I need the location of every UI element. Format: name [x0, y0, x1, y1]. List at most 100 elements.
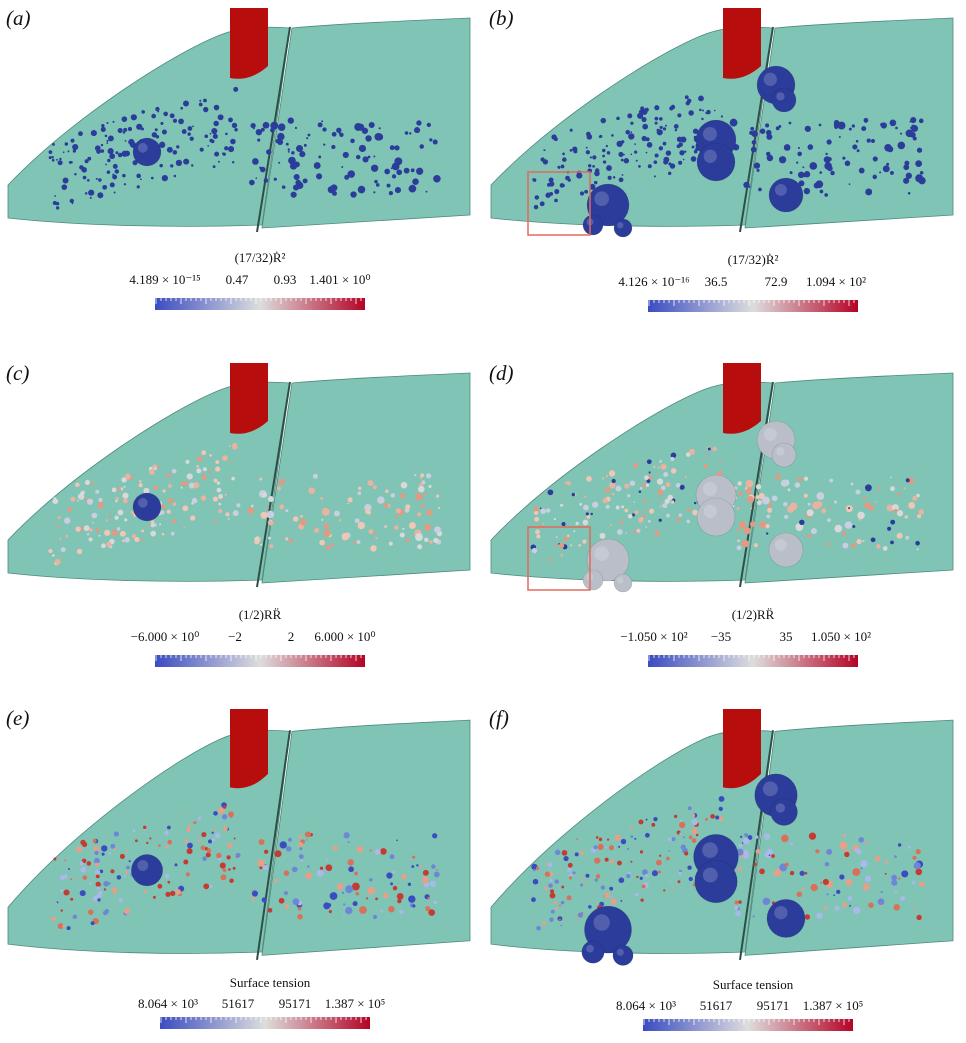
bubble — [318, 155, 322, 159]
bubble — [233, 837, 236, 840]
bubble — [234, 128, 238, 132]
bubble — [611, 478, 616, 484]
bubble — [59, 857, 61, 860]
bubble — [659, 460, 663, 463]
bubble — [555, 906, 559, 910]
bubble — [579, 850, 585, 855]
bubble — [319, 866, 324, 870]
bubble — [132, 160, 138, 166]
bubble — [549, 872, 554, 877]
bubble — [297, 906, 302, 911]
bubble — [217, 807, 225, 815]
bubble — [860, 867, 863, 870]
bubble — [412, 904, 416, 908]
bubble — [759, 128, 766, 134]
bubble — [354, 123, 363, 131]
bubble — [678, 142, 683, 147]
bubble — [653, 465, 656, 469]
bubble — [325, 544, 331, 550]
bubble — [634, 837, 637, 840]
bubble — [260, 511, 268, 519]
bubble — [798, 180, 805, 187]
bubble — [106, 170, 111, 174]
bubble-highlight — [617, 577, 624, 584]
bubble — [609, 859, 614, 864]
bubble — [257, 138, 261, 142]
colorbar-tick: 4.126 × 10⁻¹⁶ — [618, 274, 690, 289]
bubble — [79, 497, 82, 500]
bubble — [227, 518, 230, 520]
bubble — [645, 510, 648, 513]
bubble — [435, 494, 440, 498]
colorbar-gradient — [648, 300, 858, 312]
bubble — [109, 153, 116, 160]
bubble — [850, 543, 856, 549]
bubble — [181, 129, 187, 135]
bubble — [635, 892, 639, 897]
bubble — [738, 843, 743, 848]
bubble — [72, 143, 79, 151]
bubble — [897, 492, 901, 496]
bubble — [789, 502, 798, 511]
bubble — [392, 500, 395, 503]
bubble — [862, 883, 870, 891]
bubble — [255, 177, 258, 180]
bubble — [283, 890, 289, 896]
bubble — [139, 178, 142, 181]
bubble — [797, 146, 800, 149]
bubble — [803, 476, 809, 481]
colorbar-tick: −2 — [228, 629, 242, 644]
bubble — [618, 845, 621, 848]
bubble — [877, 898, 885, 906]
bubble — [269, 544, 274, 549]
bubble — [679, 821, 686, 829]
bubble — [633, 462, 639, 469]
bubble — [216, 487, 222, 493]
colorbar-tick: 8.064 × 10³ — [616, 998, 676, 1013]
bubble — [687, 865, 692, 870]
bubble — [758, 492, 765, 499]
bubble — [184, 838, 189, 843]
bubble — [215, 460, 220, 464]
bubble — [904, 515, 908, 519]
bubble — [164, 873, 170, 879]
bubble — [585, 150, 590, 155]
bubble — [707, 447, 711, 451]
bubble — [679, 150, 685, 156]
bubble — [186, 814, 189, 817]
bubble — [842, 531, 847, 536]
bubble — [100, 149, 105, 153]
bubble — [619, 520, 624, 525]
bubble-highlight — [703, 127, 717, 141]
bubble — [294, 126, 298, 130]
bubble — [850, 482, 854, 486]
bubble — [90, 921, 95, 926]
bubble — [150, 176, 154, 180]
bubble — [766, 848, 774, 856]
bubble — [143, 890, 147, 894]
bubble — [695, 833, 699, 837]
bubble — [593, 180, 598, 185]
bubble — [122, 539, 125, 543]
bubble — [117, 152, 123, 158]
bubble — [576, 172, 583, 179]
bubble — [370, 545, 377, 552]
bubble — [751, 130, 758, 137]
bubble — [277, 123, 286, 131]
bubble — [599, 532, 606, 539]
bubble — [668, 880, 671, 883]
bubble-highlight — [775, 803, 786, 813]
zoom-highlight-box — [527, 171, 591, 236]
bubble — [750, 126, 755, 131]
bubble — [59, 516, 62, 518]
large-bubble — [771, 87, 797, 113]
bubble — [130, 501, 132, 503]
bubble — [641, 117, 647, 123]
bubble — [663, 159, 669, 165]
bubble — [536, 534, 541, 539]
bubble — [679, 819, 682, 822]
bubble — [101, 845, 108, 852]
bubble — [170, 531, 175, 536]
bubble — [802, 166, 805, 169]
bubble — [916, 493, 920, 498]
